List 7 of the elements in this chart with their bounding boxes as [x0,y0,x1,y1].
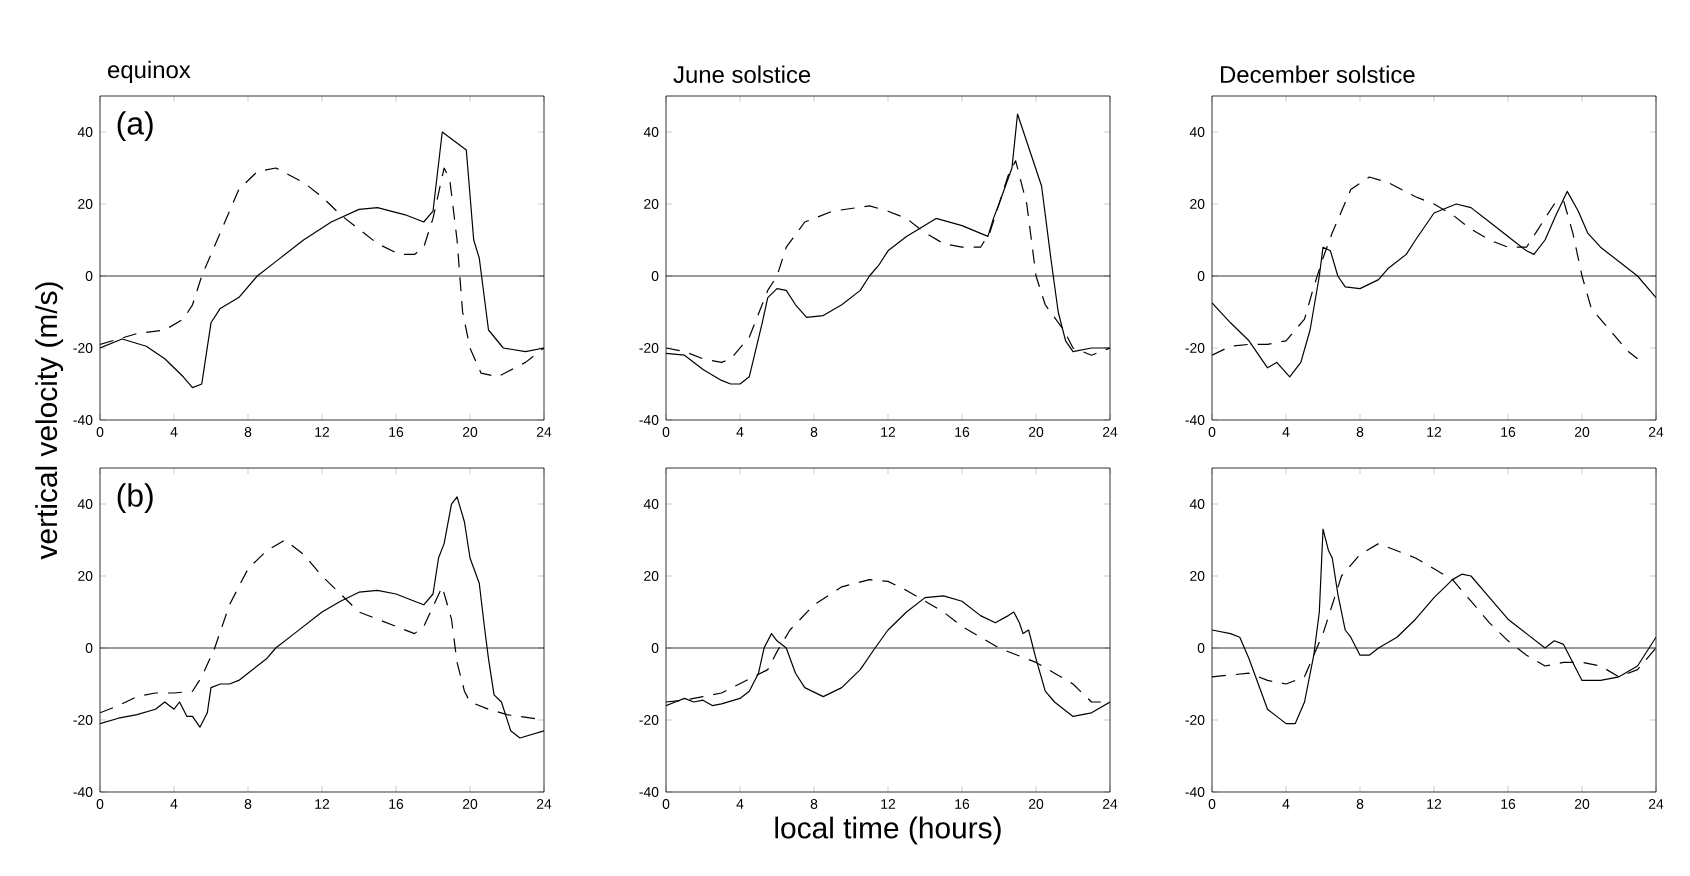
annotation: (b) [117,483,153,514]
chart-title: equinox [108,60,191,83]
annotation: (a) [117,111,153,142]
chart-title: June solstice [673,65,811,83]
y-axis-title: vertical velocity (m/s) [35,282,64,560]
chart-title: December solstice [1221,65,1415,83]
x-axis-title: local time (hours) [775,816,1001,845]
